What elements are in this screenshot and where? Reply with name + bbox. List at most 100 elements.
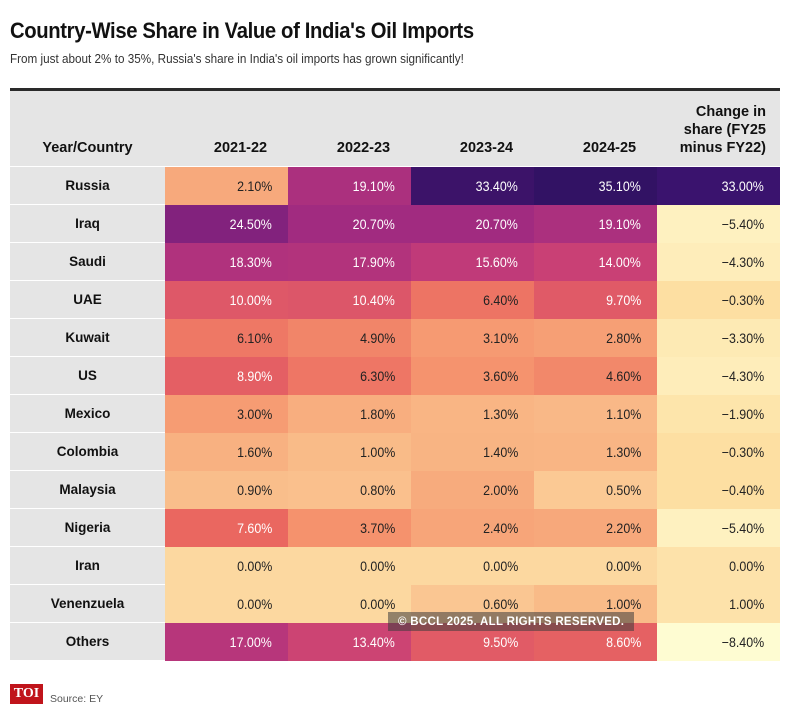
value-cell-2021-22: 0.00% bbox=[165, 585, 288, 623]
value-text: 0.00% bbox=[359, 596, 395, 612]
change-text: −0.30% bbox=[721, 444, 764, 460]
value-text: 0.00% bbox=[236, 558, 272, 574]
value-cell-2024-25: 9.70% bbox=[534, 281, 657, 319]
value-cell-2022-23: 10.40% bbox=[288, 281, 411, 319]
value-text: 3.70% bbox=[359, 520, 395, 536]
value-text: 2.00% bbox=[482, 482, 518, 498]
value-cell-2021-22: 18.30% bbox=[165, 243, 288, 281]
change-text: −5.40% bbox=[721, 520, 764, 536]
table-header: Year/Country 2021-22 2022-23 2023-24 2024-25… bbox=[10, 91, 780, 166]
value-text: 13.40% bbox=[352, 634, 395, 650]
change-cell: 0.00% bbox=[657, 547, 780, 585]
change-cell: −1.90% bbox=[657, 395, 780, 433]
value-text: 1.80% bbox=[359, 406, 395, 422]
value-text: 19.10% bbox=[598, 216, 641, 232]
chart-subtitle: From just about 2% to 35%, Russia's shar… bbox=[10, 51, 464, 66]
header-year-2022-23: 2022-23 bbox=[336, 140, 391, 156]
value-cell-2024-25: 0.50% bbox=[534, 471, 657, 509]
header-change-line: minus FY22) bbox=[679, 140, 766, 156]
change-text: −1.90% bbox=[721, 406, 764, 422]
change-text: 0.00% bbox=[728, 558, 764, 574]
value-text: 2.80% bbox=[605, 330, 641, 346]
value-text: 1.30% bbox=[482, 406, 518, 422]
value-cell-2024-25: 1.10% bbox=[534, 395, 657, 433]
change-cell: −5.40% bbox=[657, 205, 780, 243]
value-cell-2023-24: 0.00% bbox=[411, 547, 534, 585]
value-text: 10.40% bbox=[352, 292, 395, 308]
change-cell: −5.40% bbox=[657, 509, 780, 547]
value-text: 9.50% bbox=[482, 634, 518, 650]
table-row-malaysia: Malaysia 0.90% 0.80% 2.00% 0.50% −0.40% bbox=[10, 471, 780, 509]
value-cell-2021-22: 8.90% bbox=[165, 357, 288, 395]
change-text: 33.00% bbox=[721, 178, 764, 194]
value-cell-2024-25: 19.10% bbox=[534, 205, 657, 243]
value-text: 1.40% bbox=[482, 444, 518, 460]
value-cell-2023-24: 6.40% bbox=[411, 281, 534, 319]
value-cell-2022-23: 1.00% bbox=[288, 433, 411, 471]
change-cell: −0.30% bbox=[657, 281, 780, 319]
value-cell-2022-23: 6.30% bbox=[288, 357, 411, 395]
change-cell: −3.30% bbox=[657, 319, 780, 357]
table-row-kuwait: Kuwait 6.10% 4.90% 3.10% 2.80% −3.30% bbox=[10, 319, 780, 357]
value-text: 20.70% bbox=[352, 216, 395, 232]
value-cell-2021-22: 17.00% bbox=[165, 623, 288, 661]
value-cell-2023-24: 2.40% bbox=[411, 509, 534, 547]
value-text: 3.60% bbox=[482, 368, 518, 384]
value-text: 19.10% bbox=[352, 178, 395, 194]
header-change-in-share: Change in share (FY25 minus FY22) bbox=[656, 103, 766, 157]
value-cell-2024-25: 2.20% bbox=[534, 509, 657, 547]
value-text: 2.40% bbox=[482, 520, 518, 536]
value-cell-2022-23: 1.80% bbox=[288, 395, 411, 433]
row-label-country: Others bbox=[10, 623, 165, 661]
value-text: 2.10% bbox=[236, 178, 272, 194]
value-text: 0.90% bbox=[236, 482, 272, 498]
value-text: 0.00% bbox=[359, 558, 395, 574]
row-label-country: Mexico bbox=[10, 395, 165, 433]
value-cell-2023-24: 3.10% bbox=[411, 319, 534, 357]
value-text: 6.30% bbox=[359, 368, 395, 384]
change-cell: −0.30% bbox=[657, 433, 780, 471]
change-cell: 1.00% bbox=[657, 585, 780, 623]
value-cell-2021-22: 7.60% bbox=[165, 509, 288, 547]
value-text: 1.60% bbox=[236, 444, 272, 460]
row-label-country: Kuwait bbox=[10, 319, 165, 357]
value-text: 35.10% bbox=[598, 178, 641, 194]
row-label-country: Venenzuela bbox=[10, 585, 165, 623]
value-text: 0.00% bbox=[605, 558, 641, 574]
header-year-2021-22: 2021-22 bbox=[213, 140, 268, 156]
value-cell-2023-24: 15.60% bbox=[411, 243, 534, 281]
value-text: 6.10% bbox=[236, 330, 272, 346]
value-text: 15.60% bbox=[475, 254, 518, 270]
header-change-line: Change in bbox=[695, 104, 766, 120]
value-cell-2023-24: 2.00% bbox=[411, 471, 534, 509]
value-cell-2022-23: 3.70% bbox=[288, 509, 411, 547]
value-cell-2022-23: 4.90% bbox=[288, 319, 411, 357]
value-text: 2.20% bbox=[605, 520, 641, 536]
value-cell-2022-23: 17.90% bbox=[288, 243, 411, 281]
value-cell-2024-25: 0.00% bbox=[534, 547, 657, 585]
value-cell-2023-24: 1.40% bbox=[411, 433, 534, 471]
value-text: 0.00% bbox=[482, 558, 518, 574]
table-row-iran: Iran 0.00% 0.00% 0.00% 0.00% 0.00% bbox=[10, 547, 780, 585]
row-label-country: Saudi bbox=[10, 243, 165, 281]
value-text: 1.10% bbox=[605, 406, 641, 422]
row-label-country: UAE bbox=[10, 281, 165, 319]
table-row-nigeria: Nigeria 7.60% 3.70% 2.40% 2.20% −5.40% bbox=[10, 509, 780, 547]
value-text: 14.00% bbox=[598, 254, 641, 270]
change-text: 1.00% bbox=[728, 596, 764, 612]
value-cell-2023-24: 33.40% bbox=[411, 167, 534, 205]
change-cell: 33.00% bbox=[657, 167, 780, 205]
header-year-country: Year/Country bbox=[42, 140, 133, 156]
value-text: 3.10% bbox=[482, 330, 518, 346]
value-cell-2021-22: 6.10% bbox=[165, 319, 288, 357]
change-text: −5.40% bbox=[721, 216, 764, 232]
value-cell-2023-24: 20.70% bbox=[411, 205, 534, 243]
value-cell-2024-25: 1.30% bbox=[534, 433, 657, 471]
change-text: −4.30% bbox=[721, 368, 764, 384]
value-cell-2021-22: 2.10% bbox=[165, 167, 288, 205]
change-text: −4.30% bbox=[721, 254, 764, 270]
value-cell-2024-25: 2.80% bbox=[534, 319, 657, 357]
header-top-rule bbox=[10, 88, 780, 91]
value-text: 0.00% bbox=[236, 596, 272, 612]
value-text: 1.30% bbox=[605, 444, 641, 460]
